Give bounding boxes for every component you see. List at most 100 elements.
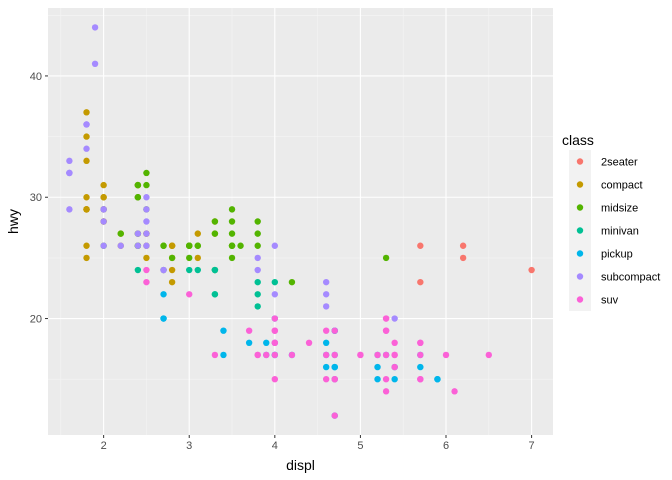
point-pickup — [322, 363, 330, 371]
point-subcompact — [117, 242, 124, 249]
point-suv — [271, 351, 279, 359]
point-suv — [271, 375, 279, 383]
point-2seater — [528, 266, 535, 274]
point-subcompact — [134, 230, 142, 237]
point-2seater — [417, 278, 424, 286]
point-pickup — [374, 375, 381, 383]
x-tick-label: 2 — [101, 440, 107, 452]
legend-swatch-midsize — [576, 204, 584, 211]
point-suv — [451, 388, 458, 395]
legend-swatch-pickup — [576, 250, 584, 257]
point-suv — [417, 351, 424, 359]
legend-title: class — [562, 132, 594, 148]
point-subcompact — [66, 169, 73, 177]
point-compact — [194, 254, 201, 262]
point-pickup — [220, 351, 227, 359]
point-subcompact — [160, 266, 167, 274]
point-midsize — [186, 254, 193, 262]
point-midsize — [382, 254, 390, 262]
point-compact — [168, 278, 176, 286]
point-suv — [254, 351, 261, 359]
point-suv — [442, 351, 450, 359]
point-pickup — [391, 375, 398, 383]
y-axis-title: hwy — [5, 209, 21, 234]
legend-label-midsize: midsize — [601, 203, 638, 215]
point-subcompact — [271, 291, 279, 298]
point-midsize — [211, 230, 219, 237]
point-suv — [263, 351, 270, 359]
point-compact — [83, 157, 90, 165]
point-midsize — [134, 181, 142, 189]
point-suv — [331, 327, 338, 334]
point-subcompact — [91, 24, 99, 31]
point-suv — [382, 351, 390, 359]
point-midsize — [228, 230, 236, 237]
point-suv — [322, 375, 330, 383]
point-compact — [194, 230, 201, 237]
point-midsize — [254, 218, 261, 225]
legend-swatch-suv — [576, 296, 584, 303]
point-midsize — [228, 218, 236, 225]
point-compact — [100, 194, 107, 201]
point-pickup — [374, 363, 381, 371]
point-subcompact — [83, 121, 90, 128]
plot-panel — [48, 8, 553, 435]
point-subcompact — [134, 242, 142, 249]
point-2seater — [459, 242, 467, 249]
point-pickup — [417, 363, 424, 371]
point-pickup — [263, 339, 270, 347]
point-subcompact — [322, 278, 330, 286]
point-minivan — [211, 266, 219, 274]
y-tick-label: 40 — [30, 71, 42, 83]
point-suv — [382, 388, 390, 395]
point-compact — [83, 133, 90, 140]
point-minivan — [186, 266, 193, 274]
point-midsize — [186, 242, 193, 249]
point-suv — [271, 339, 279, 347]
point-compact — [168, 266, 176, 274]
point-midsize — [228, 242, 236, 249]
x-axis-title: displ — [286, 457, 315, 473]
point-midsize — [254, 230, 261, 237]
point-subcompact — [322, 303, 330, 310]
point-subcompact — [143, 230, 150, 237]
point-midsize — [117, 230, 124, 237]
x-axis-ticks: 2 3 4 5 6 7 — [101, 435, 535, 452]
legend-swatch-compact — [576, 181, 584, 188]
point-compact — [143, 254, 150, 262]
point-suv — [186, 291, 193, 298]
legend-label-compact: compact — [601, 180, 643, 192]
point-suv — [391, 363, 398, 371]
point-midsize — [143, 169, 150, 177]
point-midsize — [168, 254, 176, 262]
point-subcompact — [66, 206, 73, 213]
point-subcompact — [254, 266, 261, 274]
point-subcompact — [66, 157, 73, 165]
y-axis-ticks: 20 30 40 — [30, 71, 48, 326]
legend-swatch-minivan — [576, 227, 584, 234]
point-2seater — [459, 254, 467, 262]
point-subcompact — [143, 218, 150, 225]
legend: class 2seater compact midsize minivan pickup… — [562, 132, 660, 311]
point-compact — [83, 206, 90, 213]
point-suv — [417, 375, 424, 383]
point-suv — [143, 266, 150, 274]
point-midsize — [134, 194, 142, 201]
point-suv — [322, 327, 330, 334]
point-suv — [271, 327, 279, 334]
point-midsize — [211, 218, 219, 225]
point-suv — [331, 412, 338, 419]
point-suv — [245, 327, 253, 334]
legend-swatch-subcompact — [576, 273, 584, 280]
x-tick-label: 3 — [186, 440, 192, 452]
point-minivan — [134, 266, 142, 274]
point-suv — [391, 339, 398, 347]
point-pickup — [245, 339, 253, 347]
point-minivan — [194, 266, 201, 274]
point-minivan — [211, 291, 219, 298]
point-suv — [288, 351, 296, 359]
y-tick-label: 30 — [30, 192, 42, 204]
point-suv — [331, 351, 338, 359]
point-compact — [83, 194, 90, 201]
